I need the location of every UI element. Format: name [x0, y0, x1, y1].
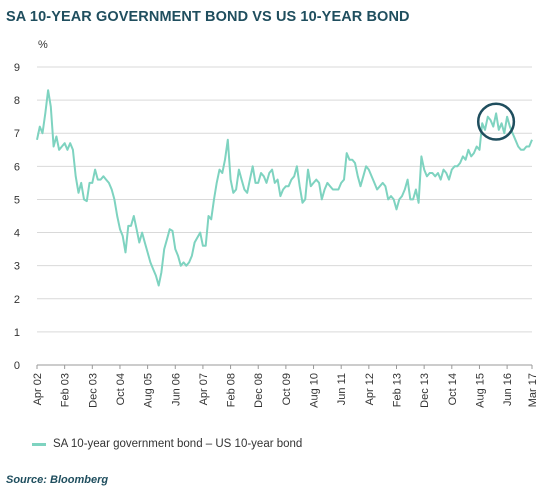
y-tick-label: 4 — [14, 228, 20, 240]
x-tick-label: Feb 03 — [60, 373, 72, 407]
x-axis-ticks: Apr 02 Feb 03 Dec 03 Oct 04 Aug 05 Jun 06 Apr … — [32, 365, 539, 408]
x-tick-label: Oct 04 — [115, 373, 127, 405]
y-tick-label: 8 — [14, 95, 20, 107]
x-tick-label: Oct 14 — [447, 373, 459, 405]
y-tick-label: 5 — [14, 194, 20, 206]
x-tick-label: Apr 12 — [364, 373, 376, 405]
y-tick-label: 6 — [14, 161, 20, 173]
series-layer — [36, 89, 533, 287]
x-tick-label: Oct 09 — [281, 373, 293, 405]
x-tick-label: Apr 07 — [198, 373, 210, 405]
chart-title: SA 10-YEAR GOVERNMENT BOND VS US 10-YEAR… — [6, 9, 410, 25]
source-note: Source: Bloomberg — [6, 474, 109, 486]
y-axis-ticks: 0 1 2 3 4 5 6 7 8 9 — [14, 62, 20, 372]
x-tick-label: Dec 13 — [419, 373, 431, 408]
y-tick-label: 1 — [14, 327, 20, 339]
x-tick-label: Feb 08 — [226, 373, 238, 407]
x-tick-label: Jun 06 — [170, 373, 182, 406]
legend-label: SA 10-year government bond – US 10-year … — [53, 438, 303, 450]
x-tick-label: Dec 08 — [253, 373, 265, 408]
series-line — [36, 89, 533, 287]
y-tick-label: 7 — [14, 128, 20, 140]
x-tick-label: Mar 17 — [527, 373, 539, 407]
x-tick-label: Aug 10 — [309, 373, 321, 408]
y-axis-unit-label: % — [38, 39, 48, 51]
x-tick-label: Aug 05 — [143, 373, 155, 408]
y-tick-label: 2 — [14, 294, 20, 306]
x-tick-label: Aug 15 — [474, 373, 486, 408]
highlight-circle — [476, 102, 516, 141]
x-tick-label: Jun 16 — [502, 373, 514, 406]
x-tick-label: Feb 13 — [391, 373, 403, 407]
annotation-layer — [476, 102, 516, 141]
y-tick-label: 3 — [14, 261, 20, 273]
line-chart: % 0 1 2 3 4 5 6 7 8 9 Apr 02 Feb 03 Dec 03 Oct 04 Aug… — [14, 39, 539, 408]
gridlines — [37, 66, 532, 366]
y-tick-label: 9 — [14, 62, 20, 74]
legend: SA 10-year government bond – US 10-year … — [32, 438, 302, 450]
x-tick-label: Jun 11 — [336, 373, 348, 405]
x-tick-label: Dec 03 — [87, 373, 99, 408]
x-tick-label: Apr 02 — [32, 373, 44, 405]
legend-swatch — [32, 442, 46, 446]
y-tick-label: 0 — [14, 360, 20, 372]
